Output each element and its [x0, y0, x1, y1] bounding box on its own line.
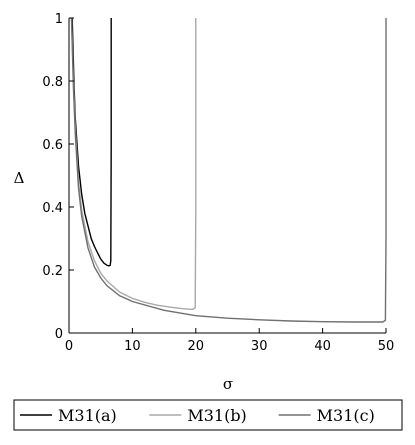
x-axis-label: σ	[223, 375, 233, 393]
series-line-1	[71, 17, 112, 267]
series-layer	[70, 17, 387, 323]
x-tick-label: 30	[251, 339, 268, 354]
axes-layer	[68, 18, 386, 334]
x-tick-label: 20	[188, 339, 205, 354]
x-tick-label: 10	[124, 339, 141, 354]
legend-label-3: M31(c)	[317, 406, 375, 425]
y-tick-label: 1	[55, 12, 63, 27]
legend-box	[13, 399, 403, 431]
legend-label-1: M31(a)	[58, 406, 117, 425]
x-tick-label: 40	[314, 339, 331, 354]
y-tick-label: 0	[55, 327, 63, 342]
series-line-3	[70, 17, 387, 323]
y-axis-label: Δ	[14, 169, 25, 187]
legend-label-2: M31(b)	[187, 406, 246, 425]
y-tick-label: 0.6	[42, 138, 63, 153]
y-tick-label: 0.2	[42, 264, 63, 279]
legend: M31(a) M31(b) M31(c)	[13, 399, 403, 431]
series-line-2	[70, 17, 197, 311]
y-tick-label: 0.8	[42, 75, 63, 90]
x-tick-label: 50	[378, 339, 395, 354]
y-tick-label: 0.4	[42, 201, 63, 216]
ticks-layer: 0 10 20 30 40 50 0 0.2 0.4 0.6 0.8 1	[42, 12, 394, 354]
legend-items: M31(a) M31(b) M31(c)	[20, 406, 375, 425]
x-tick-label: 0	[65, 339, 73, 354]
